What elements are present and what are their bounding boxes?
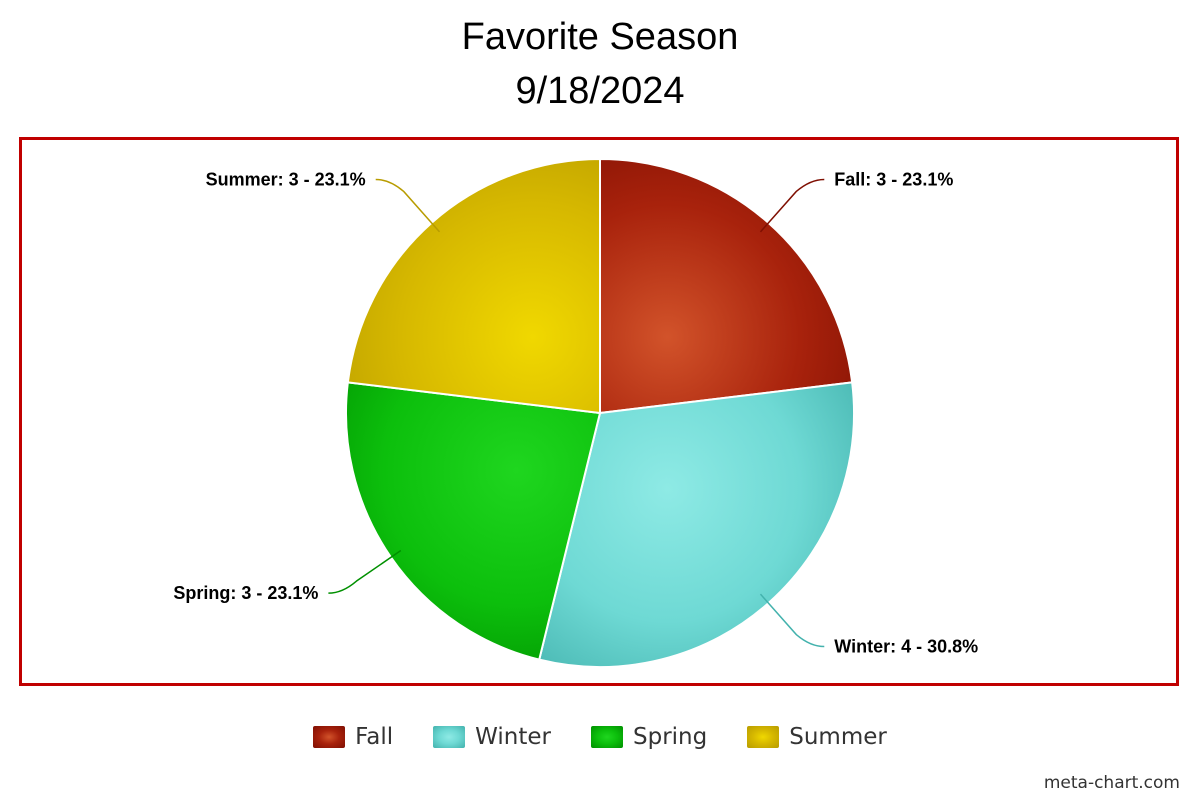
legend: Fall Winter Spring Summer bbox=[0, 724, 1200, 750]
plot-frame bbox=[19, 137, 1179, 686]
pie-slice-summer[interactable] bbox=[346, 157, 601, 415]
legend-item-spring[interactable]: Spring bbox=[591, 724, 707, 750]
leader-line-fall bbox=[759, 178, 825, 233]
legend-swatch-spring bbox=[591, 726, 623, 748]
legend-swatch-summer bbox=[747, 726, 780, 748]
leader-line-winter bbox=[759, 593, 825, 648]
slice-label-summer: Summer: 3 - 23.1% bbox=[206, 169, 366, 189]
legend-label-spring: Spring bbox=[633, 724, 708, 750]
credit-text[interactable]: meta-chart.com bbox=[1043, 773, 1180, 793]
legend-item-fall[interactable]: Fall bbox=[313, 724, 393, 750]
legend-label-fall: Fall bbox=[355, 724, 394, 750]
slice-label-fall: Fall: 3 - 23.1% bbox=[834, 169, 953, 189]
chart-title: Favorite Season bbox=[461, 16, 739, 58]
legend-swatch-fall bbox=[313, 726, 346, 748]
chart-subtitle: 9/18/2024 bbox=[515, 70, 685, 112]
pie-slice-fall[interactable] bbox=[599, 157, 854, 415]
slice-label-winter: Winter: 4 - 30.8% bbox=[834, 637, 978, 657]
legend-label-winter: Winter bbox=[475, 724, 551, 750]
legend-item-winter[interactable]: Winter bbox=[433, 724, 551, 750]
leader-line-spring bbox=[328, 549, 402, 594]
legend-label-summer: Summer bbox=[789, 724, 887, 750]
leader-line-summer bbox=[375, 178, 441, 233]
slice-label-spring: Spring: 3 - 23.1% bbox=[173, 583, 318, 603]
legend-item-summer[interactable]: Summer bbox=[747, 724, 887, 750]
legend-swatch-winter bbox=[433, 726, 466, 748]
